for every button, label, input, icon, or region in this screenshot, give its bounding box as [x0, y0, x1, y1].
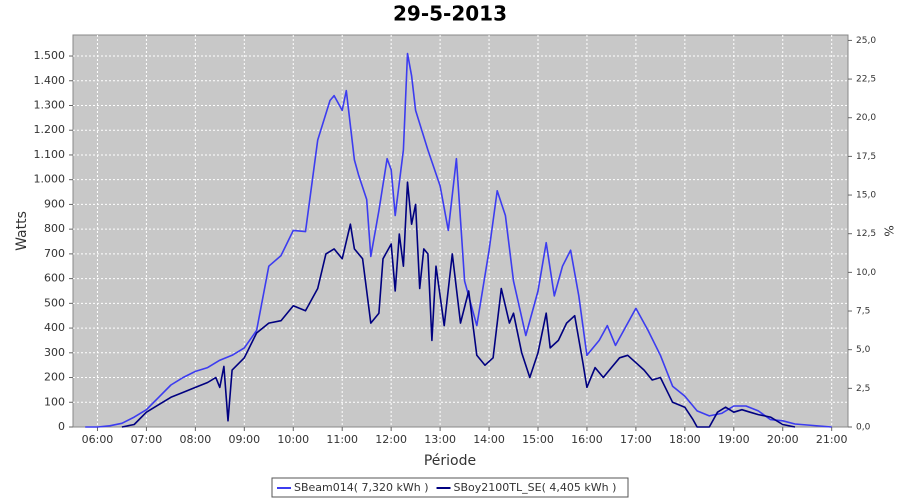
x-tick-label: 14:00 [473, 433, 505, 446]
y-tick-label: 1.500 [34, 49, 66, 62]
y-tick-label: 1.200 [34, 123, 66, 136]
y2-tick-label: 2,5 [856, 384, 870, 394]
y2-tick-label: 10,0 [856, 268, 876, 278]
x-tick-label: 09:00 [228, 433, 260, 446]
x-tick-label: 21:00 [816, 433, 848, 446]
x-tick-label: 13:00 [424, 433, 456, 446]
x-tick-label: 17:00 [620, 433, 652, 446]
legend-label: SBeam014( 7,320 kWh ) [294, 481, 429, 494]
legend-label: SBoy2100TL_SE( 4,405 kWh ) [454, 481, 617, 494]
y-tick-label: 200 [44, 371, 65, 384]
y2-tick-label: 20,0 [856, 113, 876, 123]
x-tick-label: 20:00 [767, 433, 799, 446]
series-line [85, 52, 832, 428]
x-tick-label: 18:00 [669, 433, 701, 446]
y2-tick-label: 12,5 [856, 229, 876, 239]
y-tick-label: 1.000 [34, 173, 66, 186]
x-tick-label: 16:00 [571, 433, 603, 446]
y-tick-label: 700 [44, 247, 65, 260]
y-tick-label: 100 [44, 395, 65, 408]
y-tick-label: 300 [44, 346, 65, 359]
y2-tick-label: 7,5 [856, 307, 870, 317]
y-tick-label: 1.400 [34, 74, 66, 87]
x-tick-label: 10:00 [277, 433, 309, 446]
x-tick-label: 15:00 [522, 433, 554, 446]
y2-tick-label: 5,0 [856, 345, 871, 355]
x-tick-label: 11:00 [326, 433, 358, 446]
y-tick-label: 800 [44, 222, 65, 235]
y2-axis-title: % [882, 225, 896, 236]
x-tick-label: 19:00 [718, 433, 750, 446]
y2-tick-label: 17,5 [856, 152, 876, 162]
y-tick-label: 600 [44, 272, 65, 285]
series-line [121, 181, 796, 428]
y-tick-label: 1.300 [34, 98, 66, 111]
y-tick-label: 500 [44, 296, 65, 309]
x-tick-label: 12:00 [375, 433, 407, 446]
y-axis-title: Watts [14, 211, 30, 251]
y-tick-label: 900 [44, 197, 65, 210]
y-tick-label: 0 [58, 420, 65, 433]
y2-tick-label: 22,5 [856, 75, 876, 85]
x-tick-label: 08:00 [180, 433, 212, 446]
y2-tick-label: 15,0 [856, 191, 876, 201]
x-tick-label: 06:00 [82, 433, 114, 446]
y2-tick-label: 0,0 [856, 423, 871, 433]
x-tick-label: 07:00 [131, 433, 163, 446]
y-tick-label: 400 [44, 321, 65, 334]
chart-title: 29-5-2013 [393, 2, 507, 26]
x-axis-title: Période [424, 453, 476, 469]
y-tick-label: 1.100 [34, 148, 66, 161]
y2-tick-label: 25,0 [856, 36, 876, 46]
